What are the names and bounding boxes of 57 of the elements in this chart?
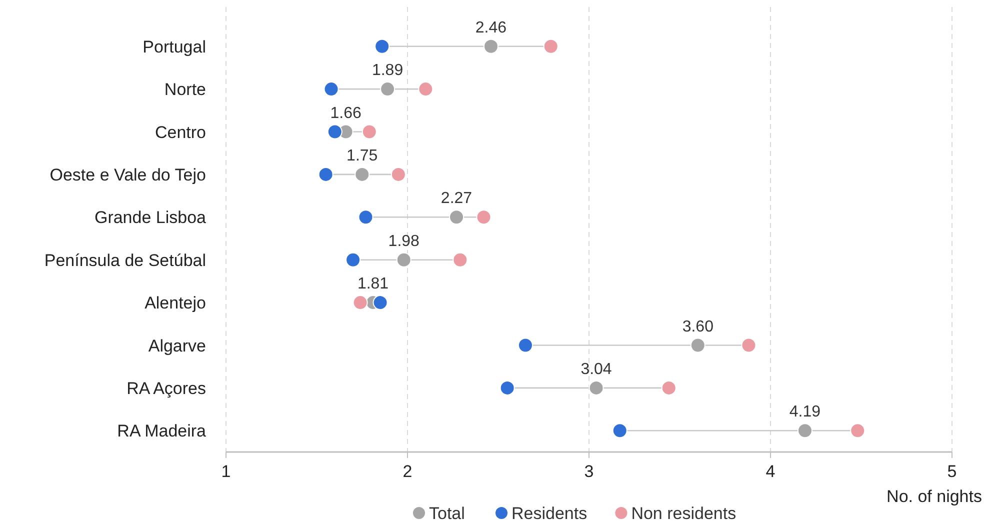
point xyxy=(850,423,866,438)
point xyxy=(358,210,374,225)
legend-label: Non residents xyxy=(631,504,736,522)
data-label: 1.98 xyxy=(388,232,420,250)
x-tick-label: 5 xyxy=(947,462,957,481)
point xyxy=(352,295,368,310)
legend-label: Total xyxy=(429,504,465,522)
y-tick-label: Portugal xyxy=(142,37,206,56)
point xyxy=(452,252,468,268)
x-axis-title: No. of nights xyxy=(886,487,982,506)
data-label: 4.19 xyxy=(789,404,821,421)
point xyxy=(372,295,388,310)
point xyxy=(449,210,464,225)
y-tick-label: RA Madeira xyxy=(117,422,207,441)
point xyxy=(374,38,390,54)
data-label: 1.89 xyxy=(372,62,404,80)
point xyxy=(661,380,676,396)
data-label: 1.75 xyxy=(346,147,378,164)
point xyxy=(380,82,396,97)
data-label: 1.66 xyxy=(330,104,362,122)
data-label: 3.60 xyxy=(682,318,714,336)
point xyxy=(362,124,377,140)
data-label: 2.46 xyxy=(475,19,507,36)
point xyxy=(690,338,706,353)
point xyxy=(354,166,370,182)
point xyxy=(612,423,628,438)
y-tick-label: Alentejo xyxy=(144,294,206,313)
y-tick-label: Península de Setúbal xyxy=(44,250,206,270)
point xyxy=(418,82,434,97)
y-tick-label: RA Açores xyxy=(126,378,206,398)
point xyxy=(390,166,406,182)
point xyxy=(396,252,412,268)
y-tick-label: Oeste e Vale do Tejo xyxy=(50,165,206,184)
x-tick-label: 3 xyxy=(584,462,594,481)
y-tick-label: Norte xyxy=(164,80,206,100)
point xyxy=(543,38,558,54)
data-label: 3.04 xyxy=(580,360,612,378)
point xyxy=(318,166,334,182)
legend-label: Residents xyxy=(512,504,588,522)
y-tick-label: Algarve xyxy=(148,336,206,356)
point xyxy=(327,124,342,140)
point xyxy=(518,338,533,353)
point xyxy=(483,38,498,54)
x-tick-label: 1 xyxy=(221,462,231,481)
point xyxy=(588,380,604,396)
data-label: 1.81 xyxy=(357,276,389,293)
point xyxy=(797,423,812,438)
x-tick-label: 2 xyxy=(402,462,412,481)
y-tick-label: Centro xyxy=(154,122,206,142)
point xyxy=(476,210,492,225)
point xyxy=(346,252,361,268)
data-label: 2.27 xyxy=(440,190,472,208)
point xyxy=(324,82,339,97)
y-tick-label: Grande Lisboa xyxy=(94,208,207,228)
point xyxy=(500,380,515,396)
point xyxy=(741,338,756,353)
x-tick-label: 4 xyxy=(766,462,776,481)
